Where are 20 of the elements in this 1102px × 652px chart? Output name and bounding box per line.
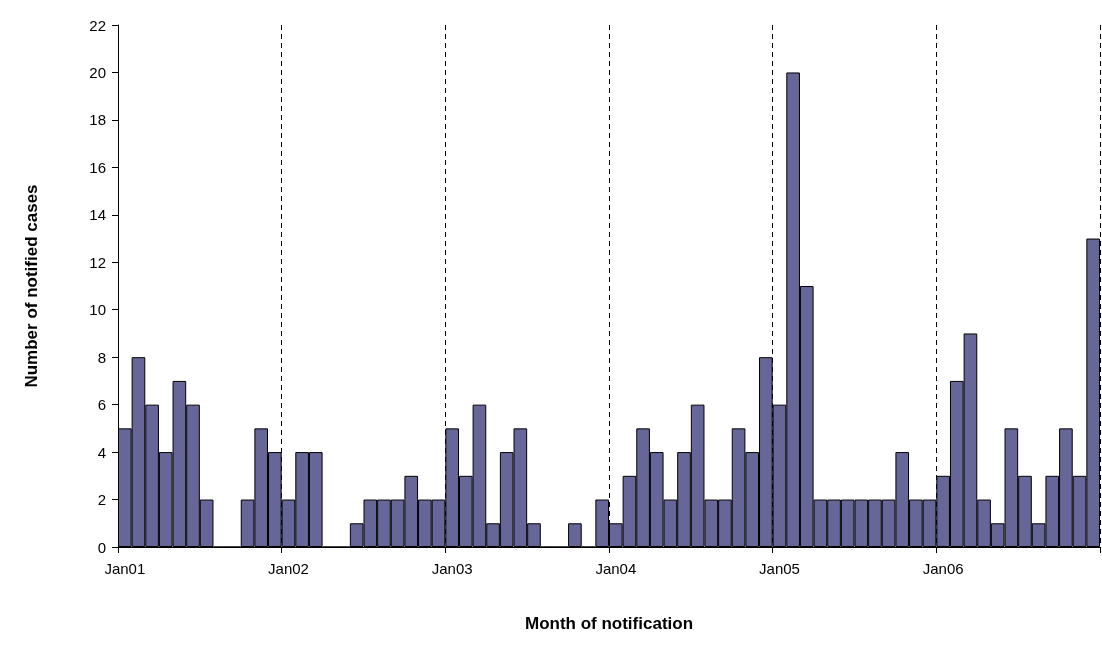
x-tick-label: Jan04 bbox=[595, 560, 637, 577]
y-tick-label: 0 bbox=[97, 538, 106, 556]
x-tick-label: Jan01 bbox=[104, 560, 146, 577]
x-axis-title: Month of notification bbox=[524, 614, 694, 633]
y-tick-label: 18 bbox=[89, 111, 106, 129]
y-tick-label: 22 bbox=[89, 16, 106, 34]
y-axis-title: Number of notified cases bbox=[22, 184, 41, 388]
y-tick-label: 4 bbox=[97, 443, 106, 461]
y-tick-label: 2 bbox=[97, 491, 106, 509]
x-tick-label: Jan05 bbox=[759, 560, 800, 577]
x-tick-label: Jan06 bbox=[922, 560, 964, 577]
y-tick-label: 6 bbox=[97, 396, 106, 414]
y-tick-label: 14 bbox=[89, 206, 106, 224]
y-tick-label: 16 bbox=[89, 158, 106, 176]
x-tick-label: Jan03 bbox=[431, 560, 473, 577]
y-tick-label: 20 bbox=[89, 63, 106, 81]
y-tick-label: 10 bbox=[89, 301, 106, 319]
y-tick-label: 8 bbox=[97, 348, 106, 366]
x-tick-label: Jan02 bbox=[268, 560, 309, 577]
y-tick-label: 12 bbox=[89, 253, 106, 271]
